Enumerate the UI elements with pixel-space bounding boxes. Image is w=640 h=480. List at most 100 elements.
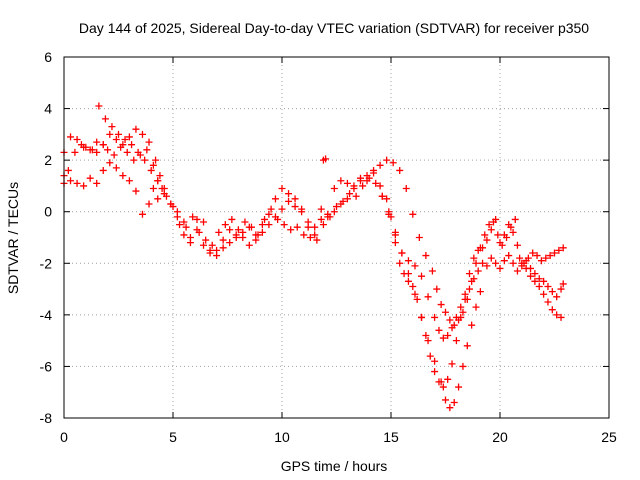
data-point [206, 249, 214, 257]
data-point [463, 295, 471, 303]
data-point [173, 208, 181, 216]
y-tick-label: -6 [40, 358, 53, 374]
data-point [285, 197, 293, 205]
data-point [535, 275, 543, 283]
data-point [555, 246, 563, 254]
data-point [258, 221, 266, 229]
data-point [548, 306, 556, 314]
data-point [241, 218, 249, 226]
data-point [134, 148, 142, 156]
data-point [176, 221, 184, 229]
data-point [483, 236, 491, 244]
data-point [492, 215, 500, 223]
x-tick-label: 0 [60, 429, 68, 445]
data-point [435, 326, 443, 334]
data-point [476, 288, 484, 296]
data-point [352, 192, 360, 200]
series-isolated [319, 155, 330, 164]
data-point [542, 254, 550, 262]
data-point [317, 205, 325, 213]
data-point [459, 362, 467, 370]
data-point [337, 200, 345, 208]
data-point [93, 148, 101, 156]
data-point [112, 136, 120, 144]
data-point [234, 226, 242, 234]
data-point [470, 254, 478, 262]
data-point [378, 192, 386, 200]
data-point [145, 200, 153, 208]
data-point [396, 259, 404, 267]
data-point [531, 277, 539, 285]
data-point [182, 223, 190, 231]
data-point [112, 164, 120, 172]
series-track-c [60, 159, 565, 391]
data-point [356, 174, 364, 182]
y-axis-label: SDTVAR / TECUs [5, 182, 21, 294]
chart-title: Day 144 of 2025, Sidereal Day-to-day VTE… [79, 20, 589, 36]
data-point [300, 231, 308, 239]
data-point [494, 231, 502, 239]
data-point [271, 195, 279, 203]
data-point [418, 313, 426, 321]
data-point [330, 185, 338, 193]
data-point [80, 182, 88, 190]
data-point [452, 337, 460, 345]
plot-frame [63, 56, 610, 419]
data-point [67, 177, 75, 185]
data-point [457, 313, 465, 321]
data-point [426, 352, 434, 360]
data-point [544, 282, 552, 290]
data-point [132, 125, 140, 133]
data-point [359, 182, 367, 190]
data-point [537, 257, 545, 265]
data-point [261, 215, 269, 223]
data-point [200, 218, 208, 226]
x-tick-label: 25 [601, 429, 617, 445]
data-point [330, 208, 338, 216]
data-point [479, 259, 487, 267]
data-point [93, 138, 101, 146]
data-point [123, 148, 131, 156]
data-point [346, 190, 354, 198]
data-point [322, 155, 330, 163]
data-point [363, 177, 371, 185]
data-point [265, 210, 273, 218]
data-point [311, 231, 319, 239]
data-point [409, 282, 417, 290]
data-point [559, 244, 567, 252]
data-point [291, 203, 299, 211]
y-tick-label: -2 [40, 255, 53, 271]
data-point [324, 210, 332, 218]
data-point [219, 244, 227, 252]
data-point [424, 293, 432, 301]
data-point [73, 136, 81, 144]
data-point [481, 231, 489, 239]
data-point [106, 159, 114, 167]
data-point [409, 210, 417, 218]
data-point [415, 234, 423, 241]
y-tick-label: 2 [44, 152, 52, 168]
data-point [95, 102, 103, 110]
data-point [524, 254, 532, 262]
data-point [99, 166, 107, 174]
data-point [167, 200, 175, 208]
data-point [496, 239, 504, 247]
data-point [511, 215, 519, 223]
data-point [258, 228, 266, 236]
data-point [119, 141, 127, 149]
data-point [472, 259, 480, 267]
data-point [149, 185, 157, 193]
data-point [487, 254, 495, 262]
data-point [505, 221, 513, 229]
data-point [442, 308, 449, 316]
data-point [437, 301, 445, 309]
data-point [186, 234, 194, 241]
data-point [402, 185, 410, 193]
data-point [319, 221, 327, 229]
grid-lines [64, 57, 609, 418]
data-point [396, 166, 404, 174]
data-point [463, 342, 471, 350]
data-point [404, 270, 412, 278]
data-point [428, 267, 436, 275]
